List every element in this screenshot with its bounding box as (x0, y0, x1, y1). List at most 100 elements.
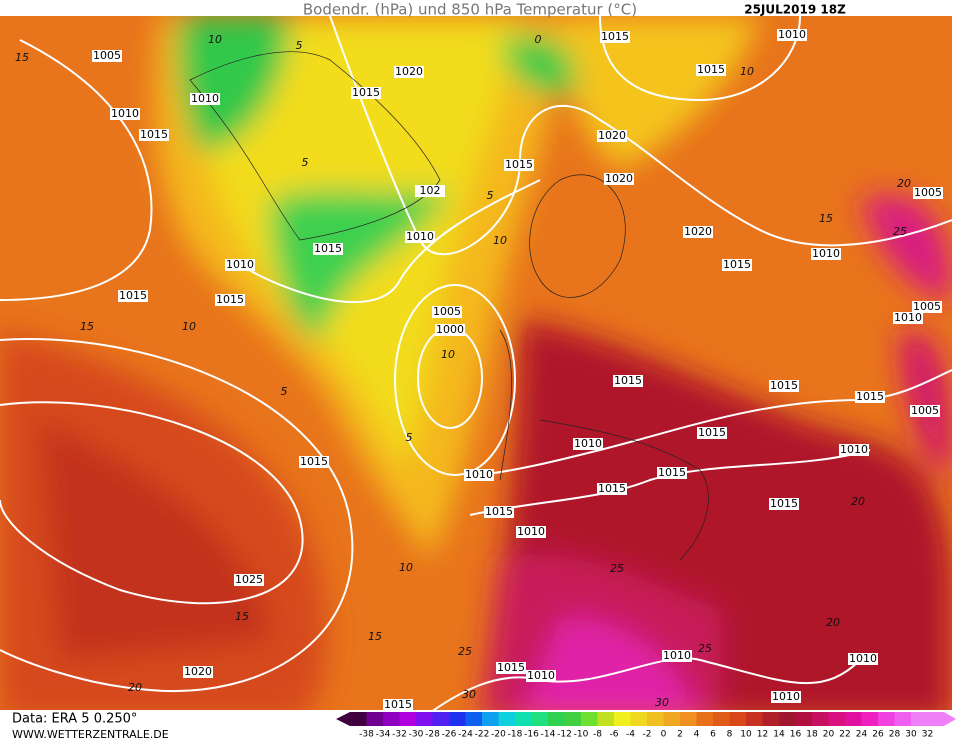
isobar-label: 1015 (352, 86, 380, 99)
isobar-label-box (662, 650, 692, 662)
isobar-label: 1015 (485, 505, 513, 518)
isobar-label: 1015 (505, 158, 533, 171)
isobar-label-box (394, 66, 424, 78)
legend-label: -18 (508, 730, 523, 740)
isobar-label: 1005 (913, 300, 941, 313)
isobar-label-box (696, 64, 726, 76)
isobar-label-box (604, 173, 634, 185)
legend-cell (663, 712, 681, 726)
isobar-label-box (415, 185, 445, 197)
temperature-label: 25 (698, 642, 712, 655)
temperature-label: 20 (128, 681, 142, 694)
legend-label: -8 (593, 730, 602, 740)
isobar-label-box (912, 301, 942, 313)
temperature-label: 30 (462, 688, 476, 701)
temperature-label: 10 (441, 348, 455, 361)
isobar-label-box (839, 444, 869, 456)
legend-cell (779, 712, 796, 726)
isobar-label: 1020 (184, 665, 212, 678)
legend-cell (432, 712, 450, 726)
isobar-label: 1005 (914, 186, 942, 199)
legend-cell (630, 712, 648, 726)
isobar-label: 1015 (216, 293, 244, 306)
temperature-label: 15 (368, 630, 382, 643)
isobar-label-box (771, 691, 801, 703)
isobar-label: 1010 (517, 525, 545, 538)
isobar-label: 1015 (770, 379, 798, 392)
temperature-label: 15 (235, 610, 249, 623)
isobar-label: 1010 (778, 28, 806, 41)
isobar-label: 1005 (911, 404, 939, 417)
legend-label: -28 (425, 730, 440, 740)
temperature-label: 10 (493, 234, 507, 247)
temperature-label: 20 (851, 495, 865, 508)
legend-label: -32 (392, 730, 407, 740)
legend-cell (383, 712, 400, 726)
isobar-label: 1010 (226, 258, 254, 271)
isobar-label: 1010 (406, 230, 434, 243)
isobar-label-box (613, 375, 643, 387)
isobar-label: 1015 (119, 289, 147, 302)
temperature-label: 5 (406, 431, 413, 444)
legend-label: -12 (557, 730, 572, 740)
site-url: WWW.WETTERZENTRALE.DE (12, 728, 169, 741)
isobar-label-box (299, 456, 329, 468)
legend-cell (828, 712, 846, 726)
coastlines (189, 51, 709, 561)
legend-label: 12 (757, 730, 768, 740)
map-date: 25JUL2019 18Z (744, 3, 846, 17)
isobar-label: 1010 (663, 649, 691, 662)
isobar-label: 102 (420, 184, 441, 197)
isobar-label-box (769, 498, 799, 510)
isobar-label: 1015 (497, 661, 525, 674)
isobar-label: 1015 (598, 482, 626, 495)
legend-label: -2 (643, 730, 652, 740)
isobar-label-box (600, 31, 630, 43)
isobar-label: 1005 (433, 305, 461, 318)
isobar-label-box (405, 231, 435, 243)
isobar-label: 1015 (384, 698, 412, 711)
isobar-label: 1010 (191, 92, 219, 105)
legend-label: 28 (889, 730, 901, 740)
legend-cell (614, 712, 631, 726)
temperature-label: 20 (826, 616, 840, 629)
legend-label: -4 (626, 730, 635, 740)
isobars (0, 16, 952, 710)
legend-cell (746, 712, 763, 726)
temperature-label: 25 (458, 645, 472, 658)
isobar-label-box (190, 93, 220, 105)
isobar-label-box (432, 306, 462, 318)
legend-cell (647, 712, 664, 726)
legend-cell (911, 712, 928, 726)
legend-arrow-right (944, 712, 956, 726)
legend-label: -34 (376, 730, 391, 740)
isobar-label-box (484, 506, 514, 518)
temperature-label: 15 (819, 212, 833, 225)
legend-cell (564, 712, 582, 726)
isobar-label: 1015 (601, 30, 629, 43)
isobar-label-box (225, 259, 255, 271)
isobar-label-box (139, 129, 169, 141)
temperature-label: 10 (740, 65, 754, 78)
isobar-label: 1015 (314, 242, 342, 255)
isobar-label-box (183, 666, 213, 678)
legend-label: 16 (790, 730, 802, 740)
legend-label: -10 (574, 730, 589, 740)
isobar-label: 1020 (395, 65, 423, 78)
isobar-label: 1015 (856, 390, 884, 403)
temperature-label: 15 (80, 320, 94, 333)
legend-label: 14 (773, 730, 785, 740)
legend-cell (696, 712, 714, 726)
legend-label: -6 (610, 730, 619, 740)
legend-label: -38 (359, 730, 374, 740)
isobar-label-box (383, 699, 413, 711)
temperature-label: 25 (610, 562, 624, 575)
isobar-label-box (855, 391, 885, 403)
isobar-label-box (313, 243, 343, 255)
isobar-label: 1015 (300, 455, 328, 468)
data-source: Data: ERA 5 0.250° (12, 712, 137, 727)
isobar-label-box (777, 29, 807, 41)
legend-cell (878, 712, 895, 726)
isobar-label-box (722, 259, 752, 271)
temperature-label: 30 (655, 696, 669, 709)
